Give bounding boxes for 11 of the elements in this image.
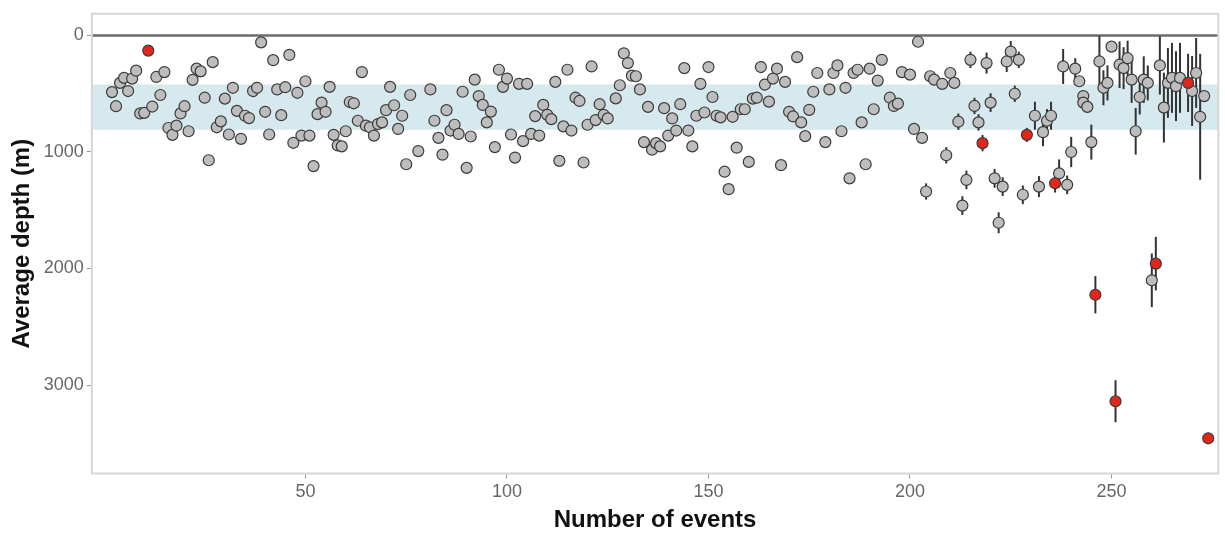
- x-tick-label: 50: [295, 481, 316, 502]
- y-tick-label: 0: [73, 24, 84, 45]
- x-tick-label: 150: [693, 481, 724, 502]
- y-tick-label: 1000: [43, 140, 84, 161]
- y-tick-label: 2000: [43, 257, 84, 278]
- x-tick-label: 100: [491, 481, 522, 502]
- x-tick-label: 200: [894, 481, 926, 502]
- x-tick-label: 250: [1096, 481, 1127, 502]
- x-axis-title: Number of events: [553, 505, 757, 533]
- y-axis-title: Average depth (m): [7, 138, 35, 349]
- y-tick-label: 3000: [43, 374, 84, 395]
